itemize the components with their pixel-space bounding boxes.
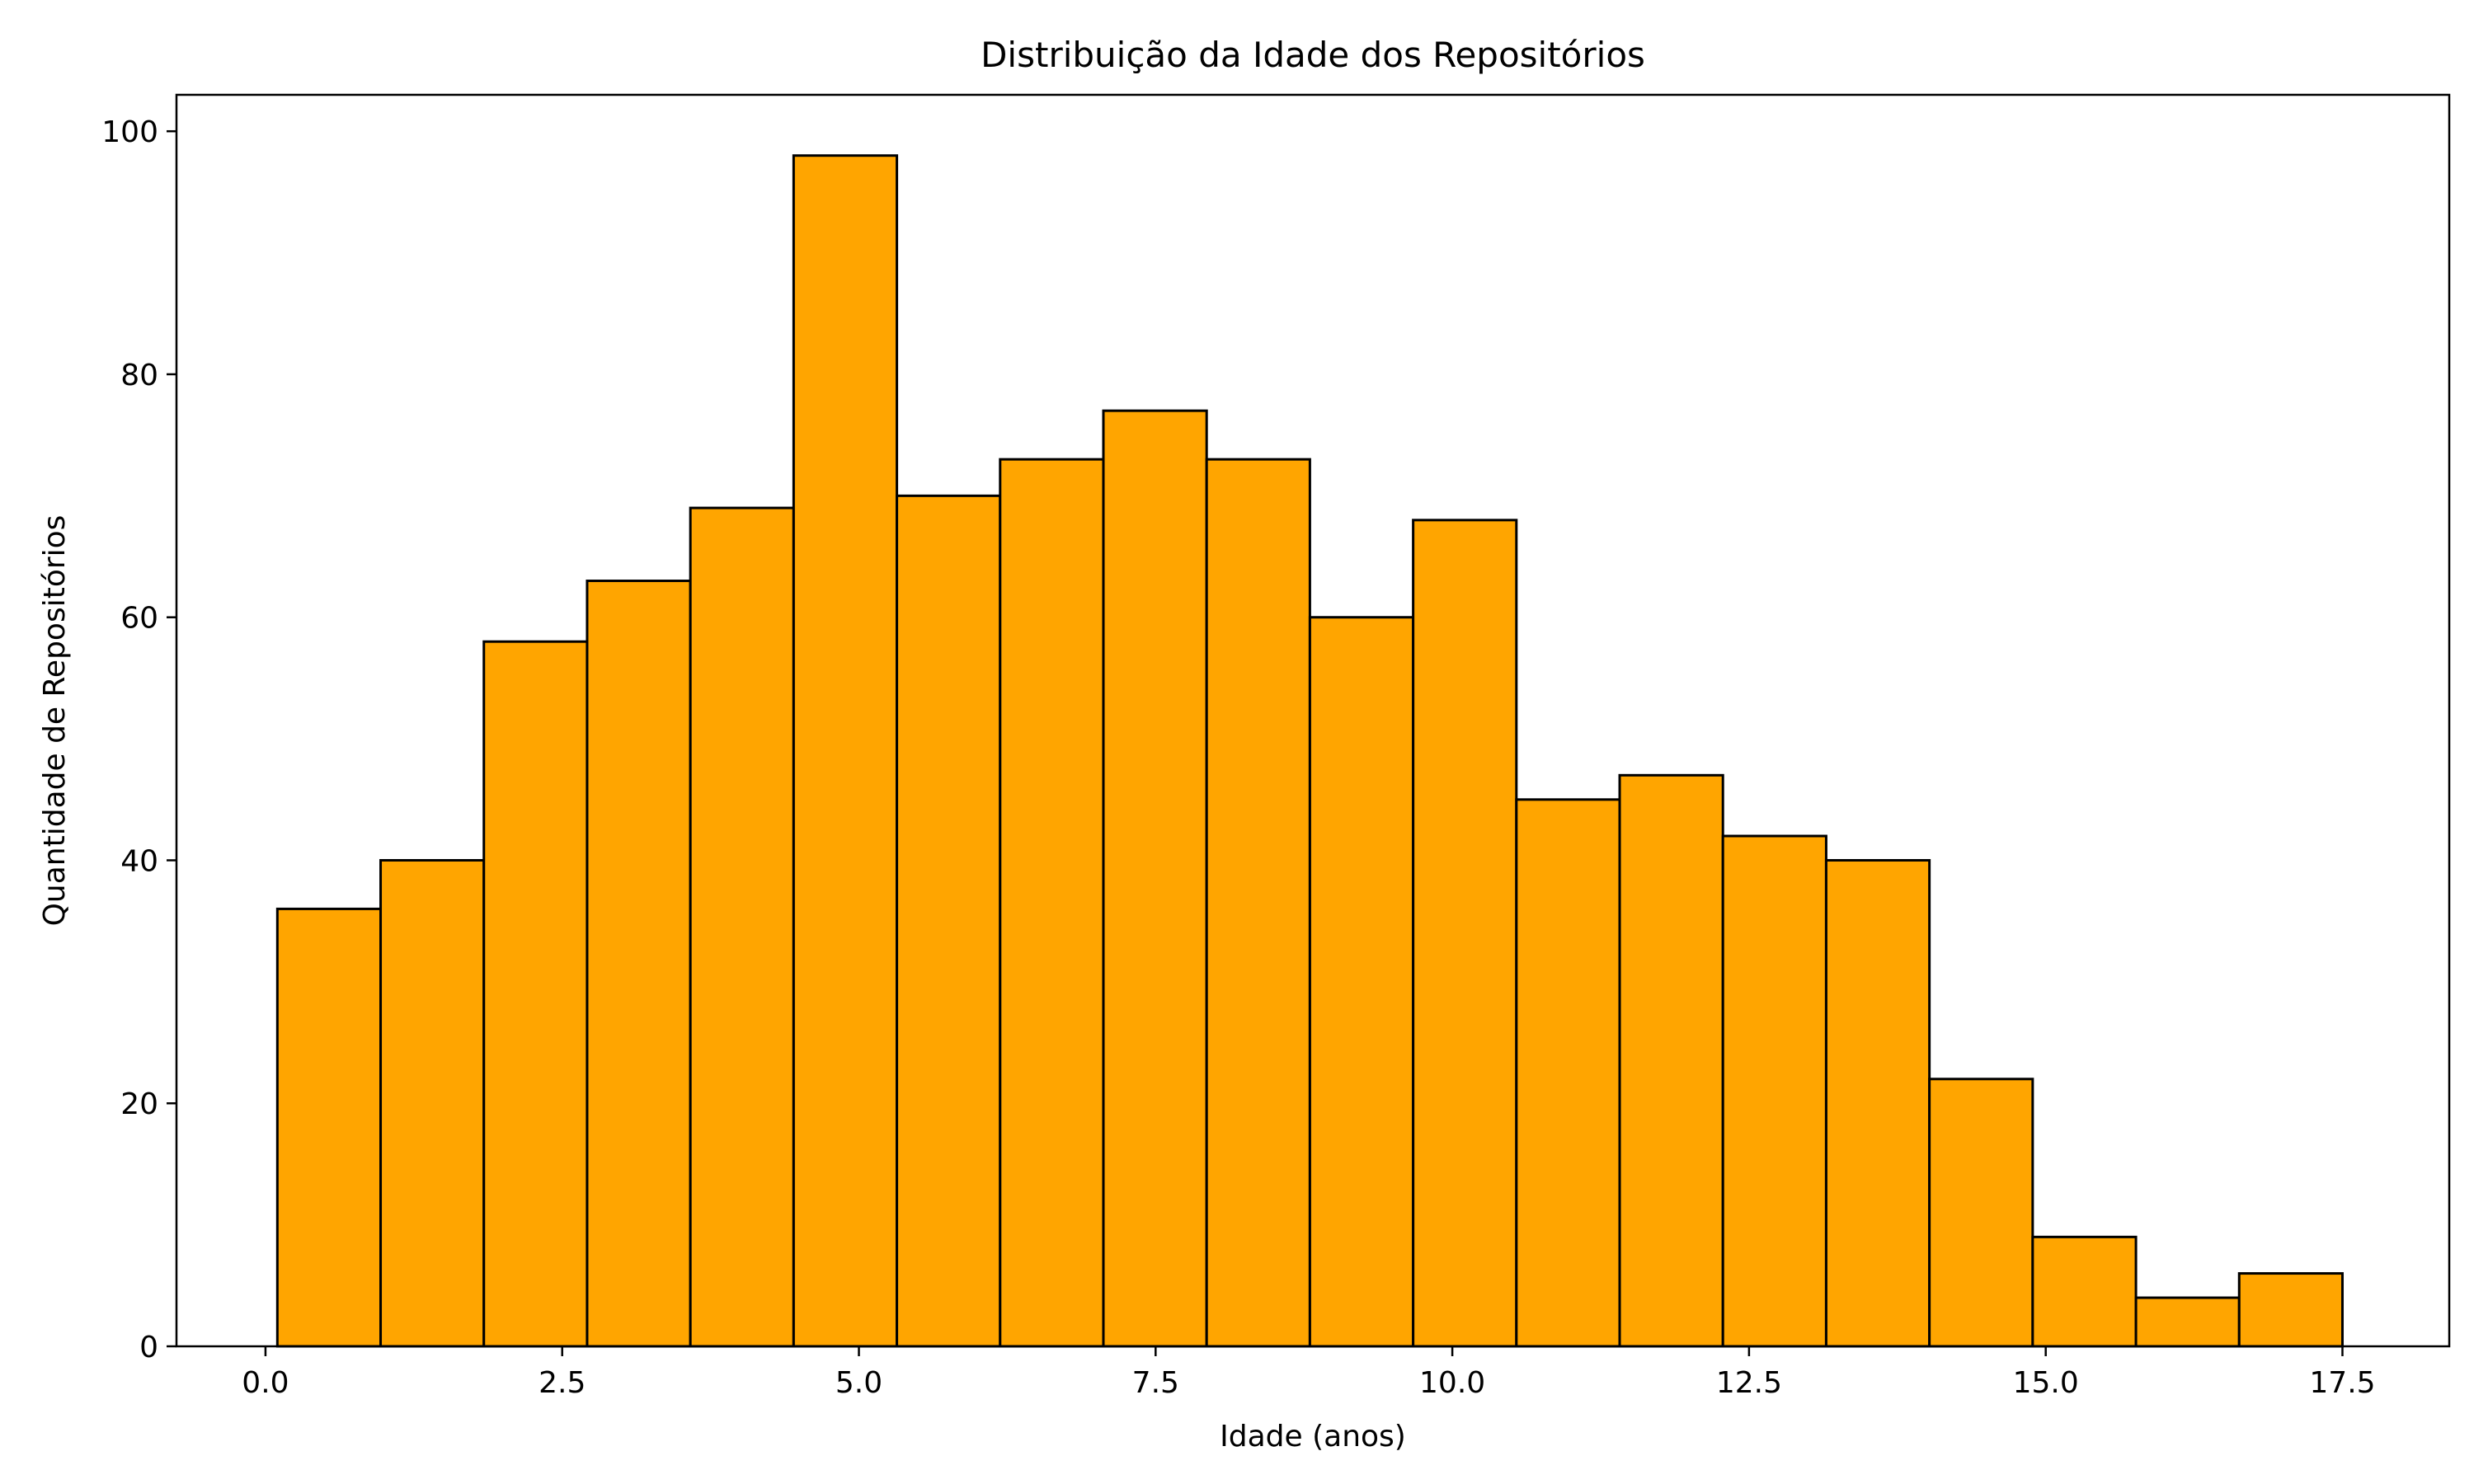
histogram-bar (1928, 1078, 2034, 1348)
histogram-bar (482, 640, 589, 1348)
x-tick-label: 10.0 (1419, 1366, 1485, 1400)
y-tick-label: 0 (139, 1331, 158, 1364)
histogram-bar (792, 154, 899, 1348)
histogram-bar (586, 580, 692, 1348)
histogram-bar (896, 494, 1002, 1348)
histogram-bar (2134, 1296, 2241, 1348)
chart-title: Distribuição da Idade dos Repositórios (981, 35, 1645, 75)
x-ticks-group: 0.0 2.5 5.0 7.5 10.0 12.5 15.0 17.5 (242, 1346, 2376, 1400)
y-tick-label: 80 (120, 359, 158, 392)
x-tick-label: 7.5 (1132, 1366, 1179, 1400)
x-tick-label: 15.0 (2013, 1366, 2079, 1400)
y-tick-label: 60 (120, 602, 158, 636)
histogram-bar (1824, 858, 1931, 1348)
x-tick-label: 0.0 (242, 1366, 289, 1400)
x-tick-label: 17.5 (2309, 1366, 2375, 1400)
histogram-bar (1102, 409, 1208, 1348)
y-axis-label: Quantidade de Repositórios (38, 515, 72, 927)
histogram-bar (1308, 616, 1415, 1348)
histogram-bar (2237, 1272, 2344, 1348)
x-tick-label: 2.5 (539, 1366, 586, 1400)
histogram-bar (275, 907, 383, 1348)
plot-area-frame (175, 93, 2451, 1348)
histogram-bar (1515, 798, 1621, 1348)
histogram-bar (1412, 519, 1518, 1348)
histogram-bar (379, 858, 486, 1348)
y-tick-label: 20 (120, 1087, 158, 1121)
y-ticks-group: 0 20 40 60 80 100 (101, 115, 176, 1364)
histogram-bar (2031, 1235, 2138, 1348)
histogram-bar (999, 458, 1105, 1348)
y-tick-label: 100 (101, 115, 158, 149)
histogram-bar (1618, 773, 1724, 1348)
x-tick-label: 12.5 (1716, 1366, 1782, 1400)
x-tick-label: 5.0 (835, 1366, 882, 1400)
histogram-bar (1205, 458, 1311, 1348)
y-tick-label: 40 (120, 844, 158, 878)
x-axis-label: Idade (anos) (1220, 1420, 1406, 1453)
histogram-bar (1721, 834, 1827, 1348)
histogram-bar (689, 506, 795, 1348)
bars-group (275, 154, 2344, 1348)
